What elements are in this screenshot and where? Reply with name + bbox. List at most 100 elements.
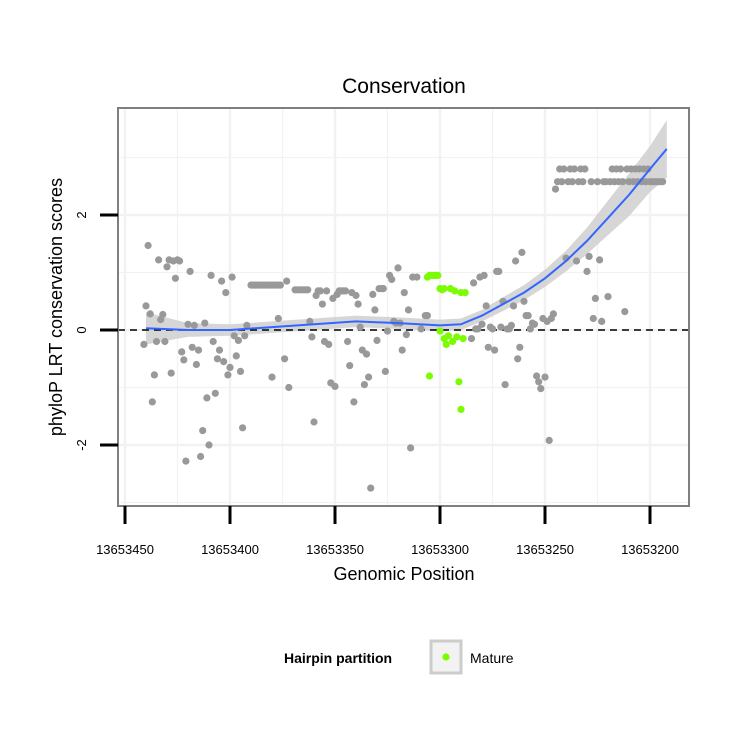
data-point — [478, 320, 486, 328]
data-point — [495, 267, 503, 275]
data-point — [537, 385, 545, 393]
data-point — [146, 310, 154, 318]
data-point — [470, 279, 478, 287]
mature-point — [457, 405, 465, 413]
data-point — [274, 314, 282, 323]
data-point — [310, 418, 318, 426]
data-point — [186, 267, 194, 275]
data-point — [205, 441, 213, 449]
data-point — [161, 337, 169, 346]
data-point — [551, 185, 560, 193]
data-point — [394, 264, 402, 272]
data-point — [163, 263, 171, 271]
data-point — [285, 383, 293, 392]
y-axis-label: phyloP LRT conservation scores — [46, 178, 66, 436]
data-point — [325, 340, 333, 348]
data-point — [360, 381, 368, 389]
mature-point — [444, 332, 452, 340]
x-tick-label: 13653300 — [411, 542, 469, 557]
data-point — [224, 371, 232, 379]
mature-point — [436, 327, 444, 335]
data-point — [526, 325, 534, 333]
data-point — [220, 358, 228, 366]
data-point — [159, 310, 167, 319]
data-point — [598, 317, 606, 325]
data-point — [178, 348, 186, 356]
data-point — [241, 332, 249, 340]
data-point — [369, 290, 377, 298]
data-point — [167, 369, 175, 377]
x-axis: 13653450 13653400 13653350 13653300 13653250… — [96, 506, 679, 557]
data-point — [484, 343, 492, 351]
data-point — [209, 337, 217, 346]
data-point — [388, 275, 396, 283]
chart-title: Conservation — [342, 75, 466, 98]
data-point — [514, 355, 522, 363]
data-point — [281, 355, 289, 363]
x-axis-label: Genomic Position — [333, 564, 474, 584]
data-point — [180, 356, 188, 364]
mature-point — [461, 289, 469, 297]
data-point — [587, 178, 595, 186]
data-point — [367, 484, 375, 492]
legend: Hairpin partition Mature — [284, 639, 514, 675]
data-point — [148, 398, 156, 406]
data-point — [306, 317, 314, 325]
data-point — [518, 248, 526, 256]
data-point — [234, 336, 242, 344]
x-tick-label: 13653350 — [306, 542, 364, 557]
mature-point — [442, 340, 450, 348]
confidence-ribbon — [146, 120, 667, 345]
data-point — [589, 314, 597, 323]
data-point — [215, 346, 224, 354]
data-point — [228, 273, 236, 281]
data-point — [236, 367, 245, 375]
data-point — [304, 286, 312, 294]
x-tick-label: 13653400 — [201, 542, 259, 557]
data-point — [509, 302, 518, 310]
data-point — [354, 300, 362, 308]
data-point — [583, 267, 591, 275]
data-point — [308, 333, 316, 341]
data-point — [190, 321, 198, 329]
mature-point — [455, 378, 463, 386]
data-point — [192, 360, 200, 369]
data-point — [413, 273, 421, 281]
data-point — [232, 352, 240, 360]
data-point — [184, 320, 192, 328]
data-point — [488, 325, 497, 333]
data-point — [474, 325, 482, 333]
data-point — [144, 241, 152, 250]
data-point — [530, 320, 539, 328]
data-point — [268, 373, 276, 381]
data-point — [194, 346, 203, 354]
data-point — [362, 350, 371, 358]
data-point — [497, 323, 505, 331]
data-point — [404, 306, 413, 314]
points-layer — [140, 165, 667, 492]
data-point — [318, 300, 326, 308]
data-point — [604, 293, 612, 301]
legend-entry-mature: Mature — [470, 650, 514, 666]
data-point — [383, 327, 392, 335]
data-point — [283, 277, 291, 285]
data-point — [323, 287, 331, 295]
data-point — [535, 378, 543, 386]
data-point — [211, 389, 219, 397]
legend-key-mature-point — [442, 653, 450, 661]
data-point — [417, 325, 425, 333]
y-tick-label: 2 — [74, 211, 89, 218]
data-point — [371, 306, 379, 314]
data-point — [379, 285, 387, 293]
data-point — [207, 271, 215, 279]
data-point — [346, 362, 354, 370]
data-point — [579, 178, 587, 186]
data-point — [155, 256, 163, 264]
data-point — [140, 340, 148, 348]
data-point — [407, 444, 415, 452]
data-point — [356, 323, 364, 331]
data-point — [243, 321, 251, 329]
data-point — [230, 332, 238, 340]
mature-point — [459, 335, 467, 343]
